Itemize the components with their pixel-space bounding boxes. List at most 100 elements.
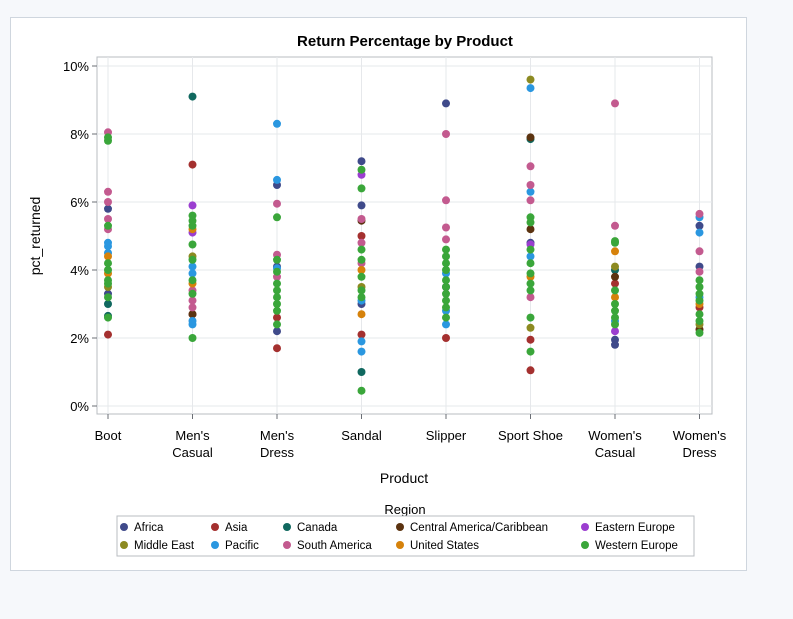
- data-point: [104, 204, 112, 213]
- legend-label: South America: [297, 540, 372, 552]
- legend-label: Middle East: [134, 540, 195, 552]
- data-point: [442, 334, 450, 342]
- data-point: [104, 293, 112, 302]
- data-point: [611, 272, 619, 281]
- plot-area: [96, 56, 713, 415]
- legend: Africa Asia Canada Central America/Caribbea…: [120, 522, 678, 552]
- legend-marker: [581, 523, 589, 531]
- legend-title: Region: [384, 502, 425, 517]
- legend-marker: [283, 541, 291, 549]
- legend-marker: [283, 523, 291, 531]
- data-point: [442, 196, 450, 205]
- x-tick-label: Women's: [673, 428, 727, 443]
- data-point: [526, 218, 535, 227]
- data-point: [695, 289, 704, 298]
- data-point: [611, 262, 619, 271]
- data-point: [695, 328, 704, 337]
- data-point: [611, 247, 619, 256]
- data-point: [526, 133, 535, 142]
- data-point: [442, 313, 450, 322]
- data-point: [695, 267, 704, 276]
- data-point: [357, 184, 366, 193]
- data-point: [611, 300, 619, 308]
- data-point: [357, 255, 366, 264]
- data-point: [695, 209, 704, 218]
- data-point: [695, 228, 704, 237]
- data-point: [695, 276, 704, 285]
- x-tick-label: Sandal: [341, 428, 382, 443]
- data-point: [526, 252, 535, 261]
- data-point: [526, 366, 535, 375]
- data-point: [526, 286, 535, 295]
- data-point: [188, 240, 197, 249]
- data-point: [357, 245, 366, 254]
- data-point: [442, 276, 450, 285]
- data-point: [357, 201, 366, 210]
- x-tick-label: Women's: [588, 428, 642, 443]
- data-point: [611, 99, 619, 108]
- legend-marker: [581, 541, 589, 549]
- legend-box: [116, 515, 695, 557]
- data-point: [273, 255, 281, 264]
- data-point: [104, 259, 112, 268]
- legend-label: Asia: [225, 522, 248, 534]
- data-point: [526, 335, 535, 344]
- data-point: [611, 320, 619, 329]
- data-point: [104, 266, 112, 274]
- y-tick-label: 0%: [70, 399, 89, 414]
- data-point: [188, 303, 197, 312]
- data-point: [188, 255, 197, 264]
- data-point: [104, 300, 112, 308]
- legend-label: Pacific: [225, 540, 259, 552]
- data-point: [357, 238, 366, 247]
- data-point: [442, 320, 450, 329]
- data-point: [273, 306, 281, 315]
- data-point: [188, 289, 197, 298]
- data-point: [273, 320, 281, 329]
- data-point: [442, 266, 450, 274]
- data-point: [611, 238, 619, 247]
- data-point: [273, 344, 281, 353]
- y-tick-label: 6%: [70, 195, 89, 210]
- data-point: [188, 334, 197, 342]
- legend-marker: [396, 541, 404, 549]
- data-point: [442, 99, 450, 108]
- data-point: [273, 199, 281, 208]
- legend-marker: [396, 523, 404, 531]
- data-point: [442, 252, 450, 261]
- x-tick-label: Dress: [683, 445, 717, 460]
- data-point: [526, 269, 535, 278]
- data-point: [357, 310, 366, 319]
- data-point: [357, 337, 366, 346]
- data-point: [695, 221, 704, 230]
- data-point: [188, 221, 197, 230]
- legend-marker: [120, 523, 128, 531]
- data-point: [104, 221, 112, 230]
- data-point: [526, 84, 535, 93]
- data-point: [695, 310, 704, 319]
- data-point: [188, 262, 197, 271]
- legend-label: Eastern Europe: [595, 522, 675, 534]
- data-point: [442, 296, 450, 305]
- data-point: [526, 162, 535, 171]
- x-axis-label: Product: [380, 470, 428, 486]
- data-point: [611, 306, 619, 315]
- legend-marker: [120, 541, 128, 549]
- data-point: [695, 247, 704, 256]
- data-point: [188, 296, 197, 305]
- data-point: [526, 293, 535, 302]
- data-point: [695, 296, 704, 305]
- data-point: [273, 327, 281, 336]
- data-point: [442, 259, 450, 268]
- data-points: [104, 75, 704, 395]
- data-point: [357, 368, 366, 376]
- data-point: [104, 252, 112, 261]
- legend-marker: [211, 541, 219, 549]
- data-point: [526, 181, 535, 189]
- data-point: [526, 75, 535, 84]
- data-point: [188, 201, 197, 210]
- x-tick-label: Men's: [175, 428, 210, 443]
- data-point: [357, 165, 366, 174]
- data-point: [442, 289, 450, 298]
